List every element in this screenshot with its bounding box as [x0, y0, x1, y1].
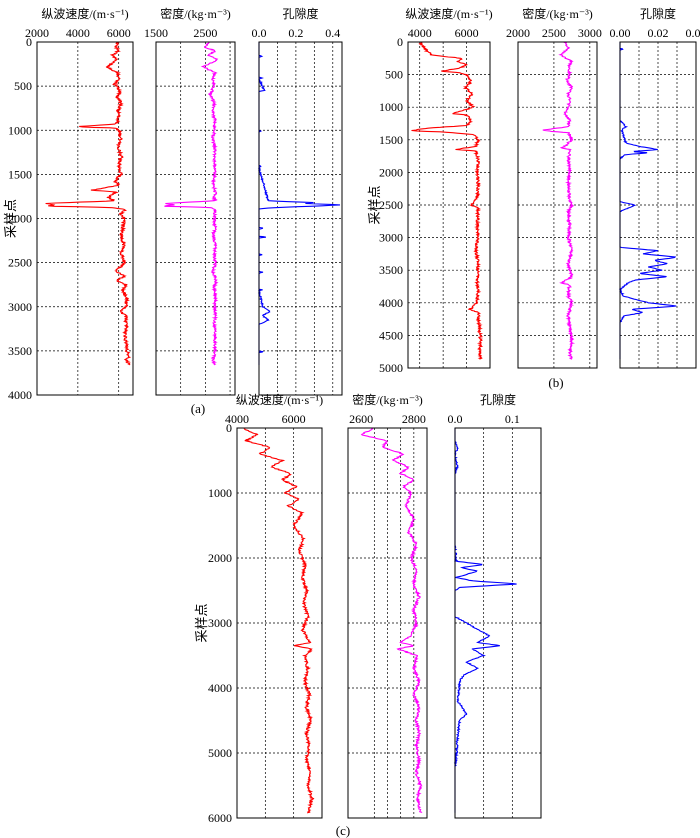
y-tick-label: 6000: [208, 811, 232, 825]
x-tick-label: 0.0: [448, 412, 463, 426]
track-3: 0.00 0.02 0.04 孔隙度: [610, 6, 700, 369]
x-tick-label: 2800: [402, 412, 426, 426]
track-title: 孔隙度: [480, 392, 516, 407]
track-frame: [236, 427, 323, 819]
y-tick-label: 2000: [379, 165, 403, 179]
track-1: 2000 4000 6000 纵波速度/(m·s⁻¹): [25, 6, 134, 396]
log-curve-porosity: [618, 42, 677, 360]
track-frame: [36, 41, 134, 396]
x-tick-label: 2500: [193, 26, 217, 40]
log-curve-density: [164, 41, 219, 366]
log-curve-velocity: [243, 427, 315, 814]
x-tick-label: 6000: [107, 26, 131, 40]
x-tick-label: 0.2: [288, 26, 303, 40]
x-tick-label: 1500: [144, 26, 168, 40]
y-tick-label: 4000: [8, 388, 32, 402]
log-curve-velocity: [411, 41, 484, 360]
x-tick-label: 4000: [408, 26, 432, 40]
y-tick-label: 5000: [208, 746, 232, 760]
y-tick-label: 2000: [8, 212, 32, 226]
track-title: 纵波速度/(m·s⁻¹): [41, 6, 128, 21]
y-tick-label: 4500: [379, 328, 403, 342]
track-title: 纵波速度/(m·s⁻¹): [236, 392, 323, 407]
y-tick-label: 5000: [379, 361, 403, 375]
track-frame: [619, 41, 697, 369]
y-axis-label: 采样点: [3, 199, 18, 238]
panel-caption: (b): [548, 375, 563, 390]
y-tick-label: 0: [226, 421, 232, 435]
x-tick-label: 0.00: [610, 26, 631, 40]
panel-b: 采样点 (b) 0 500 1000 1500 2000 2500 3000 3500 4000 45…: [367, 6, 700, 390]
y-tick-label: 1000: [208, 486, 232, 500]
x-tick-label: 0.02: [648, 26, 669, 40]
y-tick-label: 0: [397, 35, 403, 49]
panel-a: 采样点(a)0500100015002000250030003500400020…: [3, 6, 343, 416]
log-curve-velocity: [45, 41, 132, 366]
track-title: 密度/(kg·m⁻³): [160, 6, 231, 21]
x-tick-label: 2600: [349, 412, 373, 426]
track-title: 密度/(kg·m⁻³): [352, 392, 423, 407]
y-tick-label: 3500: [379, 263, 403, 277]
y-tick-label: 0: [26, 35, 32, 49]
panel-caption: (a): [191, 401, 205, 416]
y-tick-label: 1500: [379, 133, 403, 147]
track-frame: [407, 41, 491, 369]
panel-caption: (c): [336, 823, 350, 838]
track-title: 纵波速度/(m·s⁻¹): [405, 6, 492, 21]
y-tick-label: 3500: [8, 344, 32, 358]
log-curve-porosity: [257, 42, 341, 365]
track-frame: [454, 427, 542, 819]
x-tick-label: 0.1: [505, 412, 520, 426]
x-tick-label: 2000: [506, 26, 530, 40]
x-tick-label: 2000: [25, 26, 49, 40]
track-title: 密度/(kg·m⁻³): [522, 6, 593, 21]
track-1: 4000 6000 纵波速度/(m·s⁻¹): [405, 6, 493, 369]
y-axis-label: 采样点: [194, 603, 209, 642]
track-1: 4000 6000 纵波速度/(m·s⁻¹): [225, 392, 323, 819]
track-frame: [258, 41, 343, 396]
track-2: 1500 2500 密度/(kg·m⁻³): [144, 6, 236, 396]
y-tick-label: 1000: [379, 100, 403, 114]
y-tick-label: 1000: [8, 123, 32, 137]
x-tick-label: 6000: [455, 26, 479, 40]
track-3: 0.0 0.1 孔隙度: [448, 392, 542, 819]
y-tick-label: 3000: [8, 300, 32, 314]
x-tick-label: 2500: [542, 26, 566, 40]
panel-c: 采样点 (c) 0 1000 2000 3000 4000 5000 6000 4000 6000 纵…: [194, 392, 542, 838]
x-tick-label: 3000: [578, 26, 602, 40]
y-axis-label: 采样点: [367, 185, 382, 224]
y-tick-label: 4000: [379, 296, 403, 310]
track-title: 孔隙度: [640, 6, 676, 21]
y-tick-label: 3000: [208, 616, 232, 630]
y-tick-label: 2500: [379, 198, 403, 212]
track-title: 孔隙度: [282, 6, 318, 21]
log-curve-density: [542, 41, 576, 360]
track-frame: [155, 41, 236, 396]
y-tick-label: 1500: [8, 167, 32, 181]
log-curve-density: [360, 427, 423, 813]
x-tick-label: 0.4: [325, 26, 340, 40]
log-curve-porosity: [453, 428, 517, 813]
track-frame: [347, 427, 428, 819]
x-tick-label: 6000: [282, 412, 306, 426]
track-2: 2000 2500 3000 密度/(kg·m⁻³): [506, 6, 602, 369]
y-tick-label: 2000: [208, 551, 232, 565]
y-tick-label: 4000: [208, 681, 232, 695]
y-tick-label: 500: [14, 79, 32, 93]
track-frame: [517, 41, 598, 369]
y-tick-label: 500: [385, 68, 403, 82]
y-tick-label: 2500: [8, 256, 32, 270]
x-tick-label: 4000: [225, 412, 249, 426]
x-tick-label: 0.0: [252, 26, 267, 40]
y-tick-label: 3000: [379, 231, 403, 245]
track-2: 2600 2800 密度/(kg·m⁻³): [347, 392, 428, 819]
x-tick-label: 4000: [66, 26, 90, 40]
x-tick-label: 0.04: [686, 26, 700, 40]
track-3: 0.0 0.2 0.4 孔隙度: [252, 6, 343, 396]
